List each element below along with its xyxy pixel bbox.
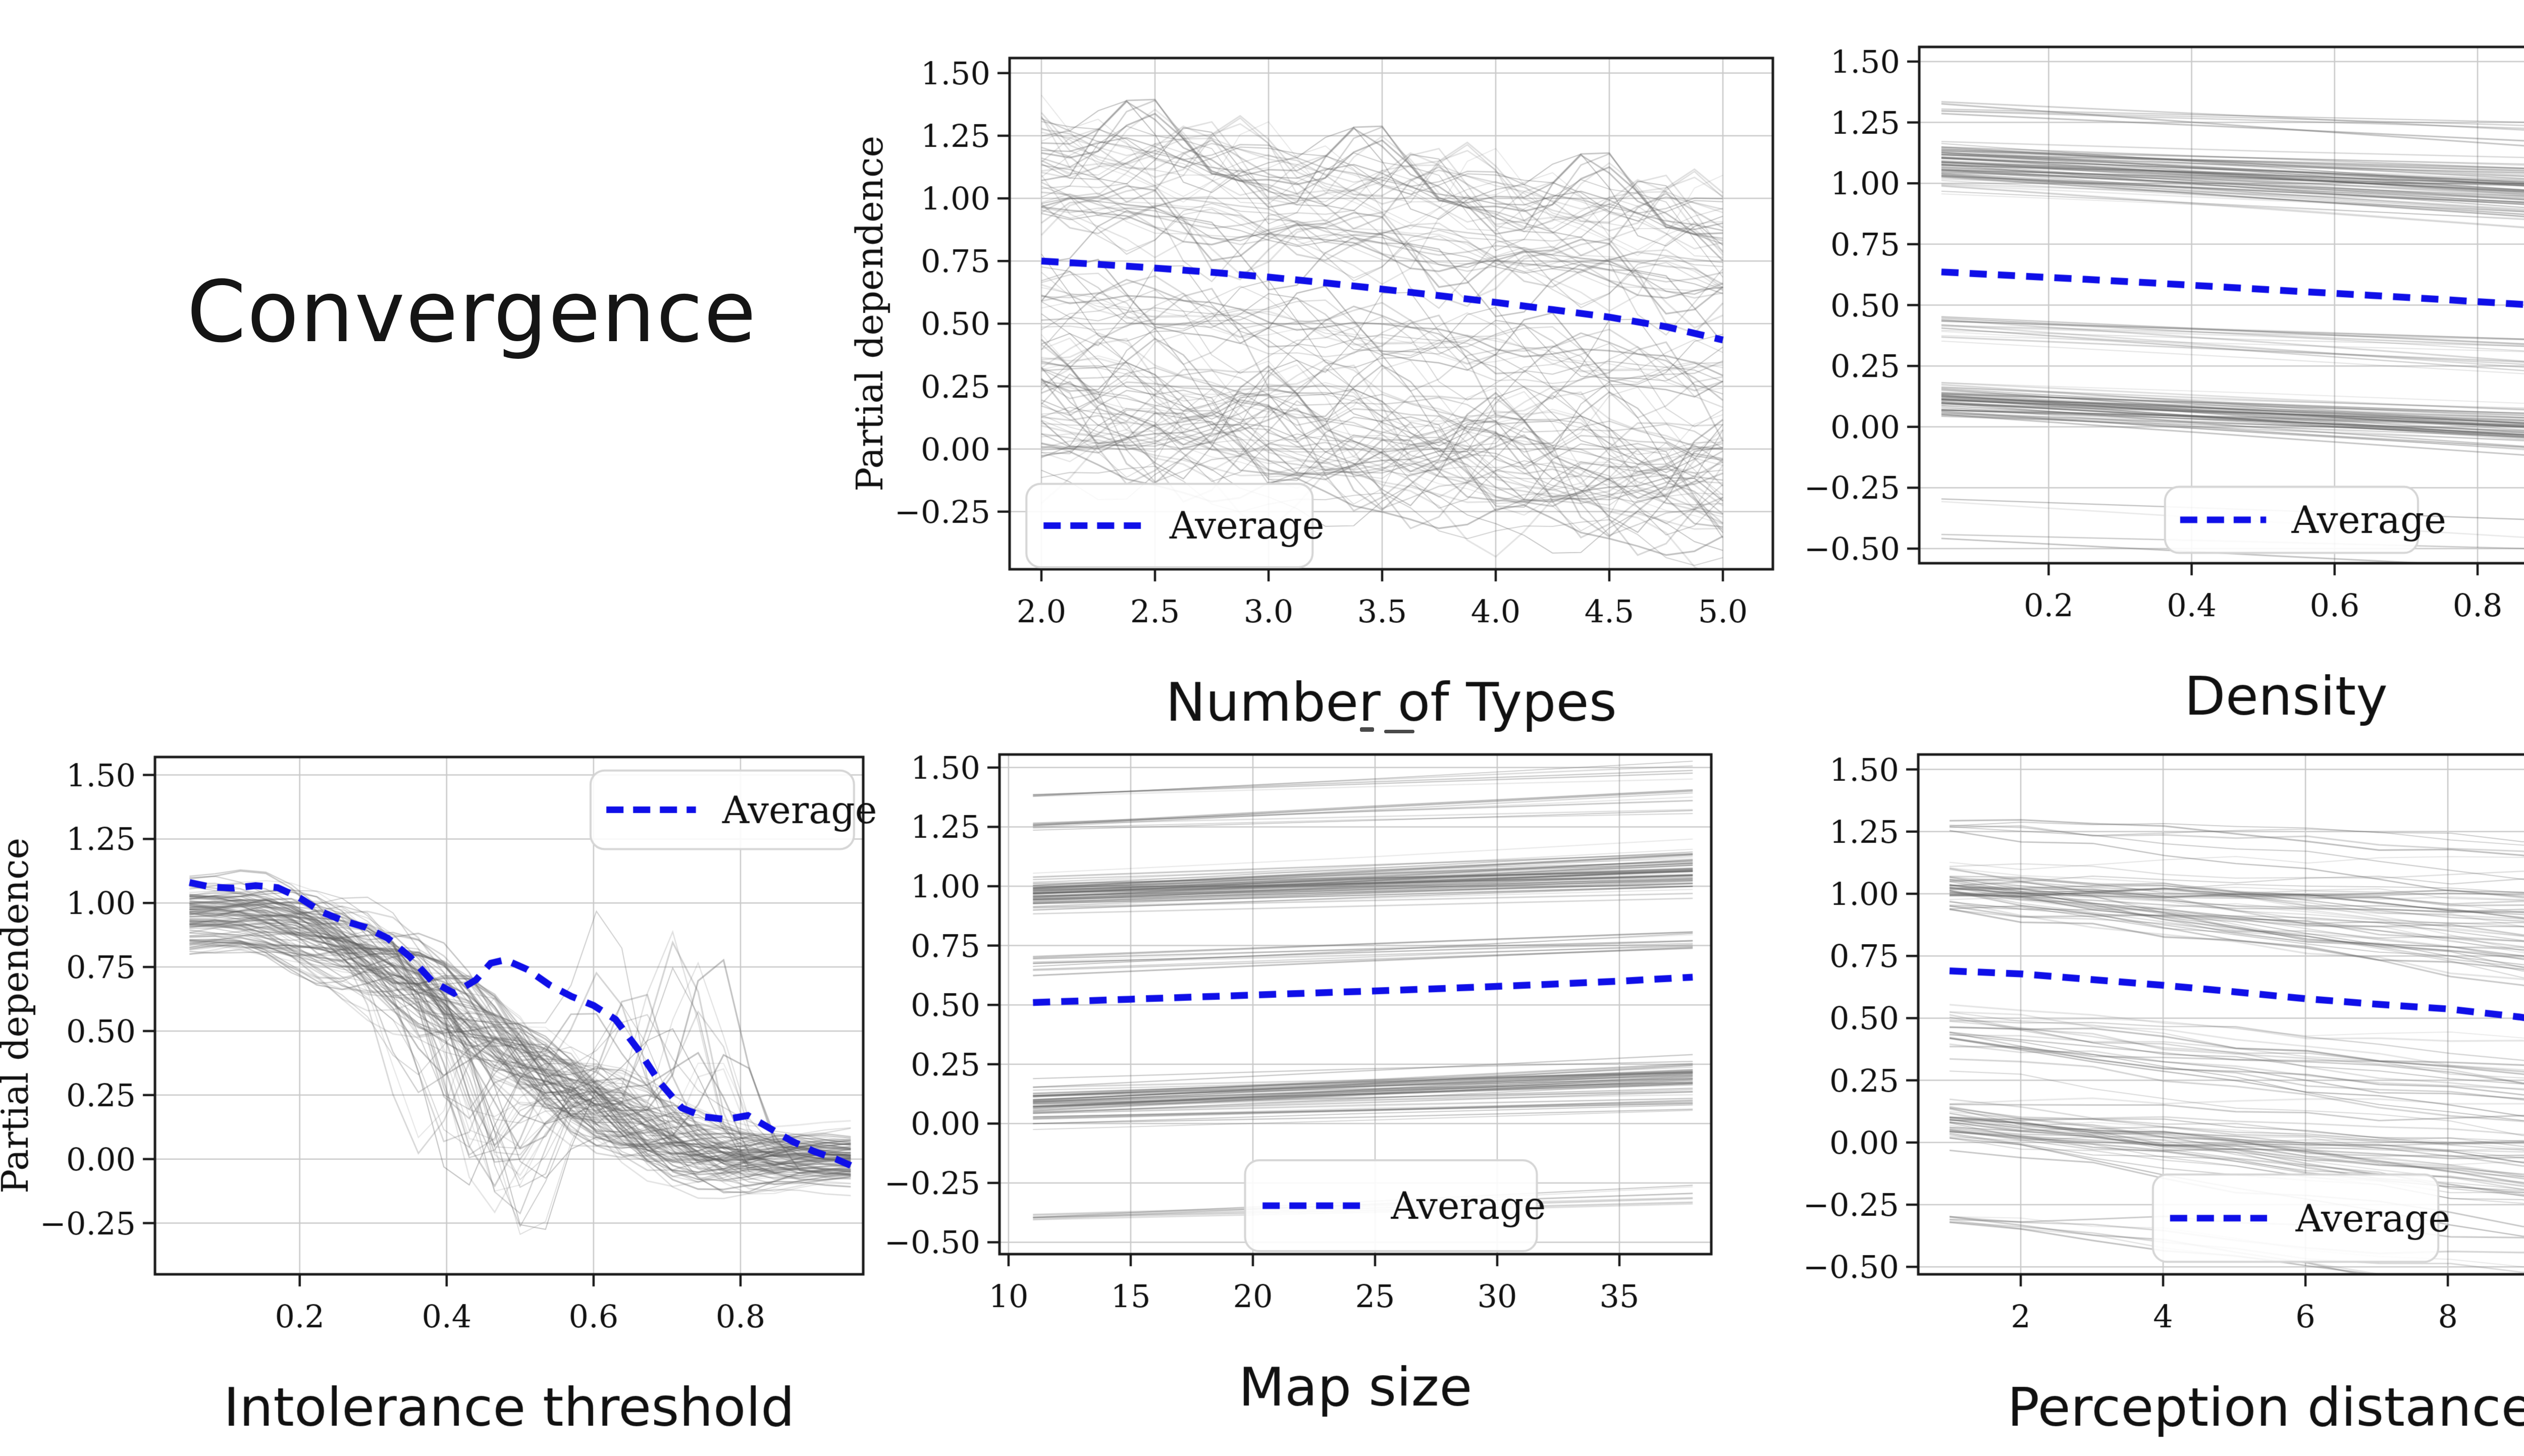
clipped-text-artifact bbox=[1360, 727, 1374, 732]
chart-canvas-density bbox=[1747, 20, 2524, 737]
subplot-perception-distance bbox=[1744, 729, 2524, 1456]
clipped-text-artifact bbox=[1384, 730, 1414, 733]
chart-canvas-map-size bbox=[830, 729, 1739, 1446]
subplot-number-of-types bbox=[838, 33, 1797, 739]
subplot-map-size bbox=[830, 729, 1739, 1446]
chart-canvas-number-of-types bbox=[838, 33, 1797, 739]
subplot-density bbox=[1747, 20, 2524, 737]
chart-canvas-intolerance-threshold bbox=[0, 732, 904, 1448]
figure-title: Convergence bbox=[187, 262, 757, 361]
chart-canvas-perception-distance bbox=[1744, 729, 2524, 1456]
subplot-intolerance-threshold bbox=[0, 732, 904, 1448]
